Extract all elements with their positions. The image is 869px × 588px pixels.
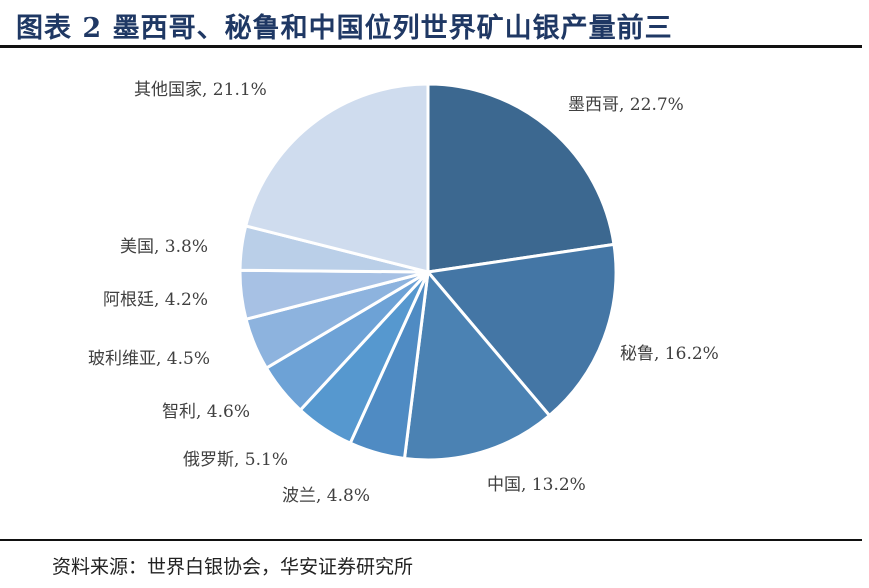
slice-label-9: 其他国家, 21.1% bbox=[134, 80, 267, 100]
pie-slice-9 bbox=[243, 82, 430, 274]
slice-label-1: 秘鲁, 16.2% bbox=[620, 344, 719, 364]
slice-label-7: 阿根廷, 4.2% bbox=[103, 290, 208, 310]
slice-label-4: 俄罗斯, 5.1% bbox=[183, 450, 288, 470]
pie-slice-0 bbox=[426, 82, 616, 274]
title-divider bbox=[0, 45, 862, 48]
slice-label-0: 墨西哥, 22.7% bbox=[568, 95, 684, 115]
figure-title: 图表 2 墨西哥、秘鲁和中国位列世界矿山银产量前三 bbox=[16, 13, 673, 44]
slice-label-3: 波兰, 4.8% bbox=[282, 486, 370, 506]
pie-chart: 墨西哥, 22.7% 秘鲁, 16.2% 中国, 13.2% 波兰, 4.8% 俄罗斯,… bbox=[88, 80, 719, 506]
pie-slice-1 bbox=[425, 242, 618, 418]
slice-label-8: 美国, 3.8% bbox=[120, 237, 208, 257]
slice-label-2: 中国, 13.2% bbox=[487, 475, 586, 495]
pie-slice-2 bbox=[402, 268, 552, 462]
slice-label-6: 玻利维亚, 4.5% bbox=[88, 349, 210, 369]
source-note: 资料来源：世界白银协会，华安证券研究所 bbox=[52, 556, 414, 578]
slice-label-5: 智利, 4.6% bbox=[162, 402, 250, 422]
source-divider bbox=[0, 539, 862, 541]
